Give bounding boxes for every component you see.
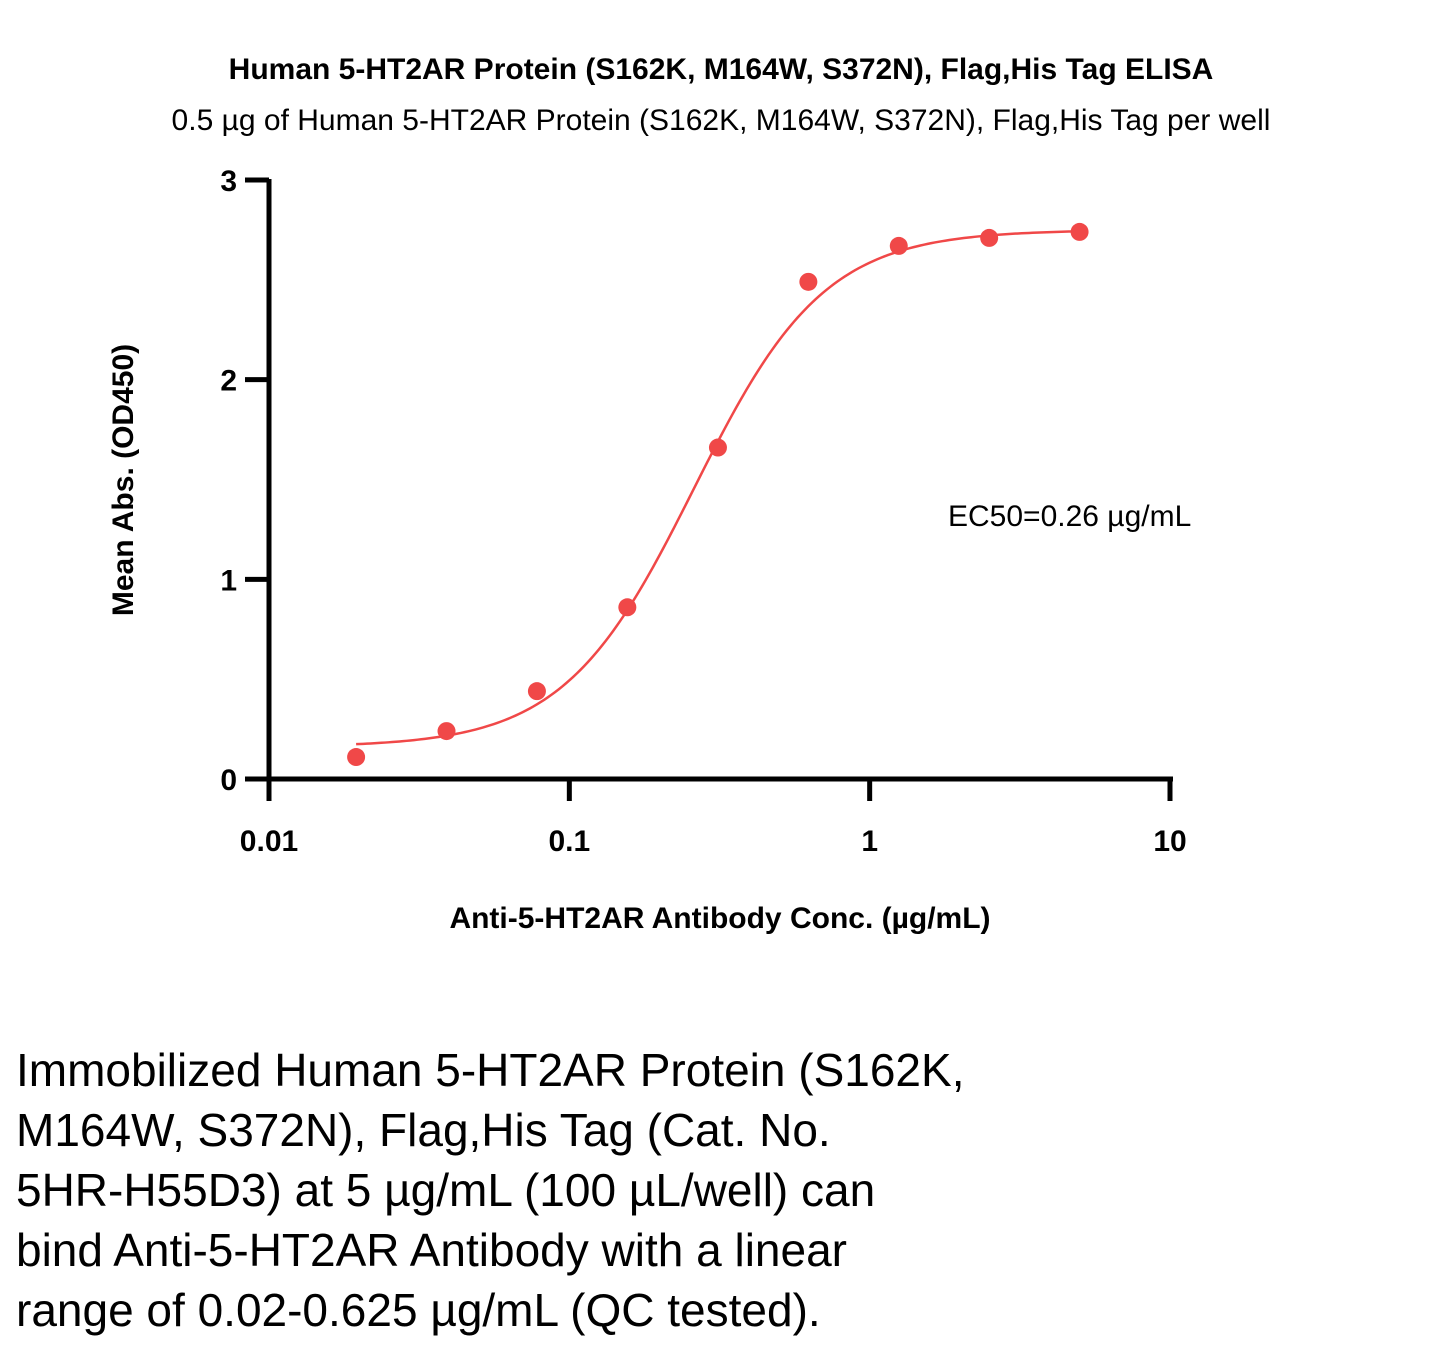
caption-line: range of 0.02-0.625 µg/mL (QC tested). (16, 1284, 821, 1336)
data-point (708, 438, 727, 457)
data-point (527, 682, 546, 701)
data-point (347, 748, 366, 767)
data-point (1070, 222, 1089, 241)
chart-title: Human 5-HT2AR Protein (S162K, M164W, S37… (229, 53, 1214, 86)
ticks: 0.01 0.1 1 10 0 1 2 3 (220, 165, 1186, 858)
x-tick-label: 1 (861, 825, 878, 858)
caption-line: bind Anti-5-HT2AR Antibody with a linear (16, 1224, 847, 1276)
elisa-chart: Human 5-HT2AR Protein (S162K, M164W, S37… (107, 53, 1271, 935)
caption-line: 5HR-H55D3) at 5 µg/mL (100 µL/well) can (16, 1164, 876, 1216)
x-tick-label: 0.1 (548, 825, 590, 858)
fit-curve (356, 230, 1080, 746)
caption-line: M164W, S372N), Flag,His Tag (Cat. No. (16, 1104, 831, 1156)
y-tick-label: 3 (220, 165, 237, 198)
figure-caption: Immobilized Human 5-HT2AR Protein (S162K… (16, 1040, 1416, 1340)
data-point (889, 236, 908, 255)
data-point (618, 598, 637, 617)
data-point (437, 722, 456, 741)
data-points-layer (347, 222, 1089, 767)
x-tick-label: 10 (1153, 825, 1186, 858)
data-point (799, 272, 818, 291)
x-tick-label: 0.01 (240, 825, 298, 858)
y-axis-label: Mean Abs. (OD450) (107, 344, 140, 616)
fit-curve-layer (356, 230, 1080, 746)
y-tick-label: 0 (220, 764, 237, 797)
data-point (980, 228, 999, 247)
ec50-annotation: EC50=0.26 µg/mL (948, 500, 1191, 533)
caption-line: Immobilized Human 5-HT2AR Protein (S162K… (16, 1044, 965, 1096)
y-tick-label: 1 (220, 564, 237, 597)
chart-subtitle: 0.5 µg of Human 5-HT2AR Protein (S162K, … (172, 104, 1271, 137)
axes (266, 179, 1173, 782)
y-tick-label: 2 (220, 365, 237, 398)
x-axis-label: Anti-5-HT2AR Antibody Conc. (µg/mL) (449, 902, 990, 935)
